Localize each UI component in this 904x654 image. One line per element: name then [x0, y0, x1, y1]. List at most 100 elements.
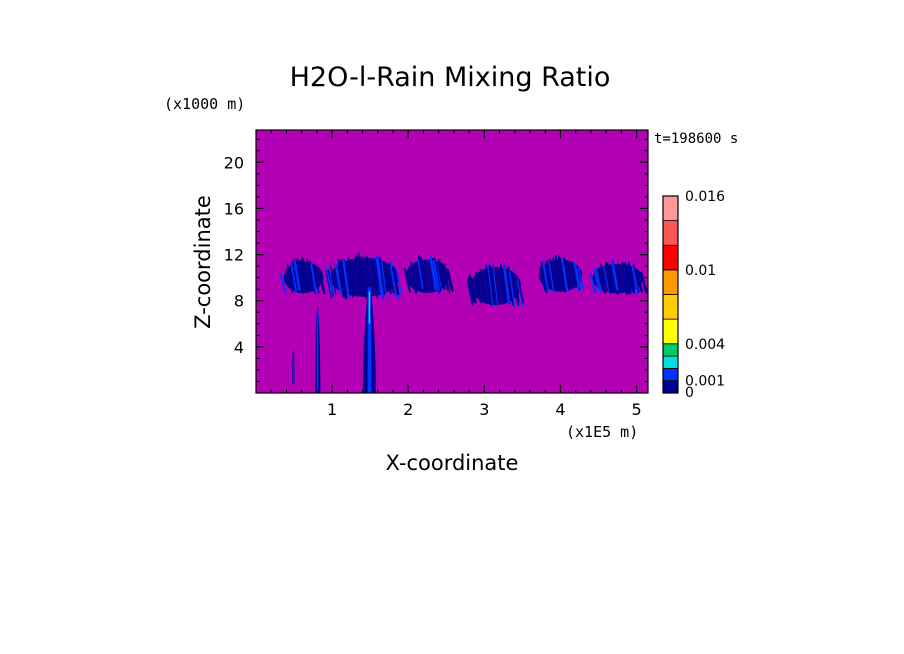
- rain-streak: [395, 268, 403, 296]
- rain-streak: [328, 266, 335, 299]
- rain-streak: [573, 263, 582, 288]
- rain-streak: [292, 260, 300, 293]
- rain-streak: [318, 268, 326, 295]
- x-unit-label: (x1E5 m): [566, 423, 638, 441]
- rain-streak: [354, 256, 362, 297]
- colorbar-segment: [662, 220, 679, 246]
- rain-streak: [433, 259, 441, 291]
- colorbar-segment: [662, 318, 679, 345]
- rain-streak: [347, 258, 356, 294]
- rain-streak: [375, 254, 382, 294]
- rain-streak: [342, 258, 350, 297]
- colorbar-segment: [662, 380, 679, 394]
- colorbar-segment: [662, 367, 679, 382]
- colorbar-segment: [662, 294, 679, 320]
- colorbar-tick-label: 0.001: [685, 374, 725, 390]
- rain-streak: [508, 270, 516, 307]
- rain-column-0: [292, 350, 295, 384]
- rain-streak: [594, 267, 602, 292]
- x-tick-label: 5: [631, 400, 641, 419]
- colorbar-segment: [662, 343, 679, 357]
- rain-band-4: [538, 254, 585, 294]
- rain-streak: [339, 260, 348, 299]
- rain-band-2: [403, 255, 454, 295]
- rain-streak: [540, 262, 548, 294]
- rain-streak: [562, 257, 571, 289]
- rain-streak: [469, 273, 476, 303]
- rain-streak: [599, 263, 607, 294]
- rain-column-2: [362, 283, 376, 393]
- rain-streak: [286, 263, 294, 293]
- rain-streak: [429, 257, 437, 291]
- rain-streak: [389, 261, 398, 297]
- rain-streak: [403, 267, 411, 293]
- rain-streak: [362, 255, 369, 297]
- rain-streak: [554, 254, 562, 291]
- rain-streak: [516, 277, 523, 302]
- rain-streak: [313, 265, 320, 294]
- rain-streak: [371, 257, 379, 299]
- rain-streak: [387, 264, 395, 294]
- colorbar-tick-label: 0.01: [685, 263, 716, 279]
- rain-streak: [334, 263, 342, 295]
- rain-streak: [485, 263, 492, 306]
- colorbar-frame: [662, 195, 679, 394]
- y-axis-ticks: 4 8 12 16 20: [224, 138, 648, 382]
- x-tick-label: 2: [403, 400, 413, 419]
- rain-streak: [602, 264, 610, 292]
- rain-streak: [546, 259, 554, 291]
- x-axis-label: X-coordinate: [386, 451, 519, 475]
- rain-streak: [409, 261, 418, 294]
- rain-streak: [623, 262, 632, 295]
- rain-streak: [541, 260, 550, 293]
- rain-streak: [417, 258, 424, 290]
- rain-streak: [506, 266, 515, 306]
- rain-streak: [380, 257, 387, 299]
- rain-streak: [298, 260, 306, 291]
- rain-streak: [438, 259, 446, 290]
- rain-streak: [626, 264, 634, 291]
- rain-streak: [279, 273, 287, 294]
- rain-streak: [467, 277, 475, 303]
- rain-streak: [492, 262, 499, 307]
- rain-band-1: [325, 252, 403, 300]
- rain-streak: [384, 262, 393, 295]
- rain-streak: [512, 273, 520, 307]
- rain-streak: [330, 265, 337, 295]
- rain-band-0: [279, 257, 326, 295]
- plot-frame: [255, 129, 649, 394]
- colorbar-tick-label: 0.004: [685, 337, 725, 353]
- rain-streak: [610, 258, 619, 291]
- colorbar-segment: [662, 269, 679, 295]
- x-tick-label: 3: [479, 400, 489, 419]
- rain-streak: [337, 258, 345, 298]
- rain-field: [279, 252, 648, 393]
- rain-streak: [308, 260, 316, 292]
- plot-area: [256, 130, 648, 393]
- x-axis-ticks: 1 2 3 4 5: [270, 130, 642, 419]
- rain-streak: [632, 264, 640, 293]
- rain-streak: [517, 277, 525, 304]
- rain-streak: [592, 266, 600, 292]
- colorbar-tick-label: 0: [685, 385, 694, 401]
- y-tick-label: 8: [234, 292, 244, 311]
- rain-streak: [365, 255, 373, 294]
- rain-streak: [443, 263, 451, 294]
- rain-streak: [300, 259, 308, 290]
- rain-streak: [391, 266, 400, 296]
- rain-streak: [539, 266, 546, 291]
- rain-streak: [597, 267, 605, 293]
- rain-streak: [419, 256, 428, 292]
- rain-streak: [293, 259, 301, 292]
- rain-streak: [627, 261, 635, 294]
- rain-streak: [376, 256, 385, 300]
- rain-streak: [566, 260, 574, 289]
- rain-streak: [631, 265, 639, 294]
- colorbar-segment: [662, 195, 679, 222]
- rain-streak: [290, 262, 297, 293]
- rain-streak: [589, 273, 597, 295]
- rain-streak: [488, 264, 496, 303]
- rain-streak: [310, 263, 318, 295]
- rain-streak: [295, 258, 302, 291]
